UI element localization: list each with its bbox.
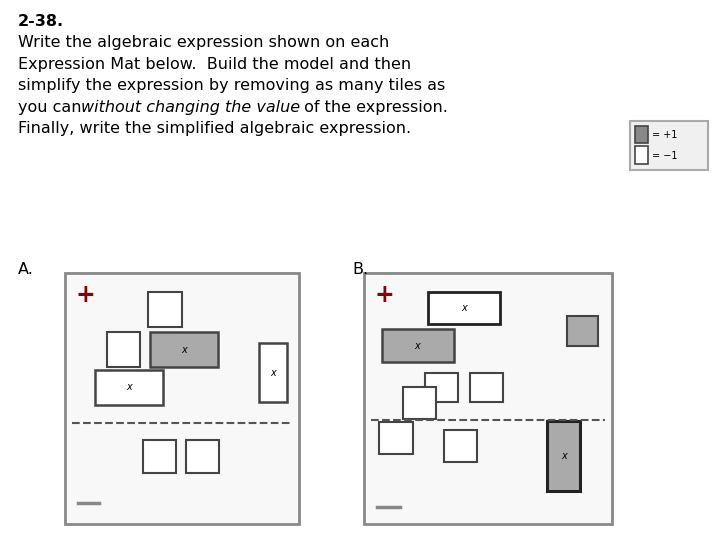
Bar	[148, 292, 182, 327]
Bar	[186, 440, 219, 472]
Bar	[107, 332, 140, 367]
Text: you can: you can	[18, 100, 86, 115]
Text: without changing the value: without changing the value	[81, 100, 300, 115]
Bar	[259, 343, 287, 402]
Text: Finally, write the simplified algebraic expression.: Finally, write the simplified algebraic …	[18, 122, 411, 137]
Bar	[444, 430, 477, 462]
Bar	[65, 273, 299, 524]
Text: +: +	[76, 284, 95, 307]
Bar	[425, 373, 458, 402]
Text: +: +	[374, 284, 394, 307]
Text: x: x	[415, 341, 420, 350]
Bar	[630, 122, 708, 170]
Bar	[364, 273, 612, 524]
Text: x: x	[462, 303, 467, 313]
Bar	[635, 146, 648, 164]
Bar	[150, 332, 218, 367]
Text: Expression Mat below.  Build the model and then: Expression Mat below. Build the model an…	[18, 57, 411, 72]
Bar	[635, 126, 648, 143]
Bar	[567, 316, 598, 346]
Bar	[95, 370, 163, 405]
Text: simplify the expression by removing as many tiles as: simplify the expression by removing as m…	[18, 78, 445, 93]
Bar	[379, 422, 413, 454]
Text: B.: B.	[353, 262, 369, 277]
Text: x: x	[270, 368, 276, 377]
Text: x: x	[181, 345, 186, 355]
Text: 2-38.: 2-38.	[18, 14, 64, 29]
Text: Write the algebraic expression shown on each: Write the algebraic expression shown on …	[18, 35, 390, 50]
Bar	[403, 387, 436, 419]
Text: of the expression.: of the expression.	[299, 100, 448, 115]
Bar	[470, 373, 503, 402]
Text: A.: A.	[18, 262, 34, 277]
Text: x: x	[561, 451, 567, 461]
Text: x: x	[127, 382, 132, 393]
Bar	[382, 329, 454, 362]
Bar	[143, 440, 176, 472]
Text: = −1: = −1	[652, 151, 677, 160]
Bar	[547, 421, 580, 491]
Bar	[428, 292, 500, 324]
Text: = +1: = +1	[652, 130, 677, 140]
